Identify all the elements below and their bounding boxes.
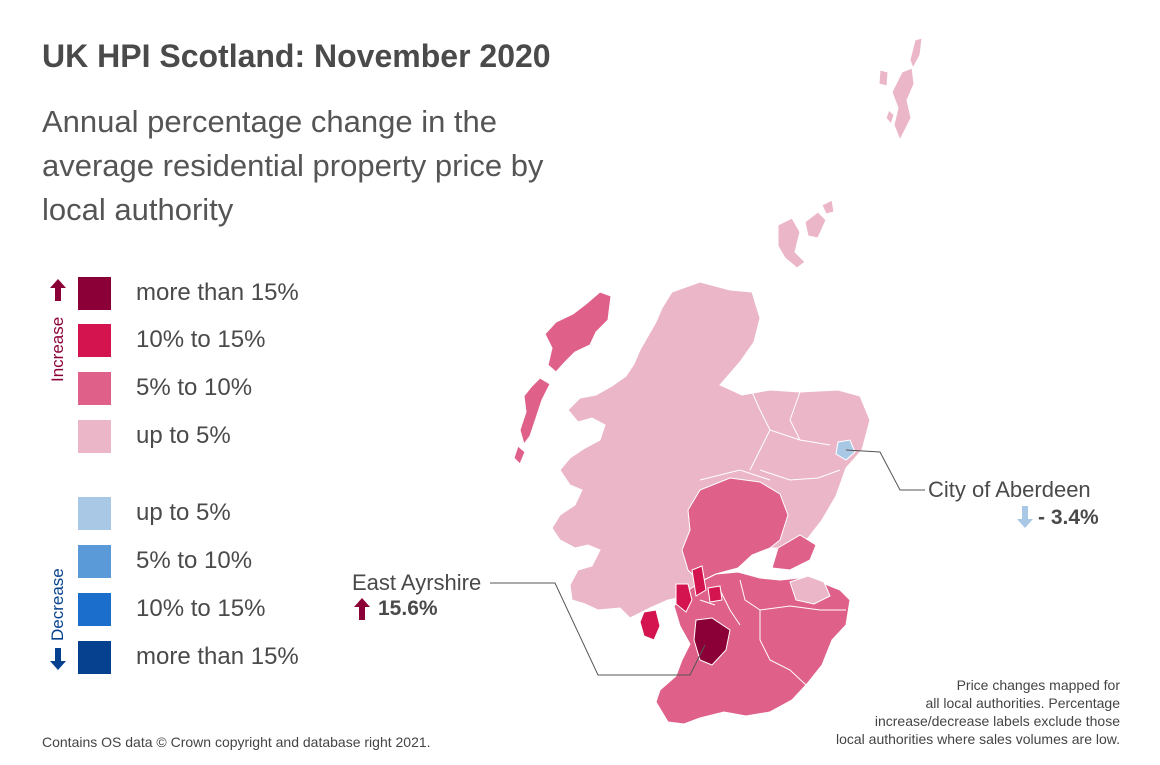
aberdeen-callout-value: - 3.4% (1038, 506, 1099, 529)
legend-label: up to 5% (136, 422, 231, 449)
legend-label: more than 15% (136, 279, 299, 306)
east-ayrshire-leader-line (490, 582, 706, 676)
page-title: UK HPI Scotland: November 2020 (42, 38, 551, 74)
legend-label: up to 5% (136, 499, 231, 526)
east-ayrshire-callout-value: 15.6% (378, 597, 438, 620)
footnote-line: increase/decrease labels exclude those (874, 713, 1120, 729)
decrease-arrow-icon (50, 648, 66, 670)
legend-item-increase-10-15: 10% to 15% (78, 323, 265, 357)
lothian-region (789, 575, 831, 605)
arran-region (639, 609, 661, 641)
legend-label: 5% to 10% (136, 374, 253, 401)
legend-item-decrease-10-15: 10% to 15% (78, 592, 265, 626)
boundary-lines (699, 391, 841, 481)
legend-swatch (78, 276, 111, 310)
shetland-region (878, 37, 923, 142)
east-ayrshire-callout-name: East Ayrshire (352, 570, 482, 595)
legend-swatch (78, 419, 111, 453)
footnote-line: all local authorities. Percentage (925, 695, 1120, 711)
legend-item-decrease-5-10: 5% to 10% (78, 544, 252, 578)
legend-swatch (78, 640, 111, 674)
aberdeen-region (835, 439, 856, 461)
footnote-line: local authorities where sales volumes ar… (835, 731, 1120, 747)
aberdeen-down-arrow-icon (1017, 506, 1033, 528)
southern-region (655, 571, 851, 725)
west-central-region (675, 565, 723, 613)
western-isles-region (513, 291, 612, 465)
legend-item-increase-upto5: up to 5% (78, 419, 231, 453)
orkney-region (777, 199, 835, 269)
east-ayrshire-region (693, 617, 731, 666)
legend-swatch (78, 371, 111, 405)
legend-swatch (78, 544, 111, 578)
east-ayrshire-up-arrow-icon (354, 598, 370, 620)
legend-label: 10% to 15% (136, 326, 266, 353)
legend-swatch (78, 592, 111, 626)
legend-label: more than 15% (136, 643, 299, 670)
central-belt-region (681, 477, 817, 583)
copyright-credit: Contains OS data © Crown copyright and d… (42, 734, 431, 750)
legend-swatch (78, 496, 111, 530)
page-subtitle: Annual percentage change in the average … (42, 104, 544, 227)
legend-label: 5% to 10% (136, 547, 253, 574)
legend-swatch (78, 323, 111, 357)
southern-boundaries (699, 579, 846, 686)
footnote-line: Price changes mapped for (956, 677, 1120, 693)
legend-item-increase-15plus: more than 15% (78, 276, 299, 310)
legend-label: 10% to 15% (136, 595, 266, 622)
increase-arrow-icon (50, 279, 66, 301)
legend-item-decrease-upto5: up to 5% (78, 496, 231, 530)
aberdeen-leader-line (845, 449, 925, 491)
highland-region (551, 281, 871, 619)
aberdeen-callout-name: City of Aberdeen (928, 477, 1091, 502)
legend-item-increase-5-10: 5% to 10% (78, 371, 252, 405)
footnote: Price changes mapped for all local autho… (760, 676, 1120, 748)
legend-item-decrease-15plus: more than 15% (78, 640, 299, 674)
